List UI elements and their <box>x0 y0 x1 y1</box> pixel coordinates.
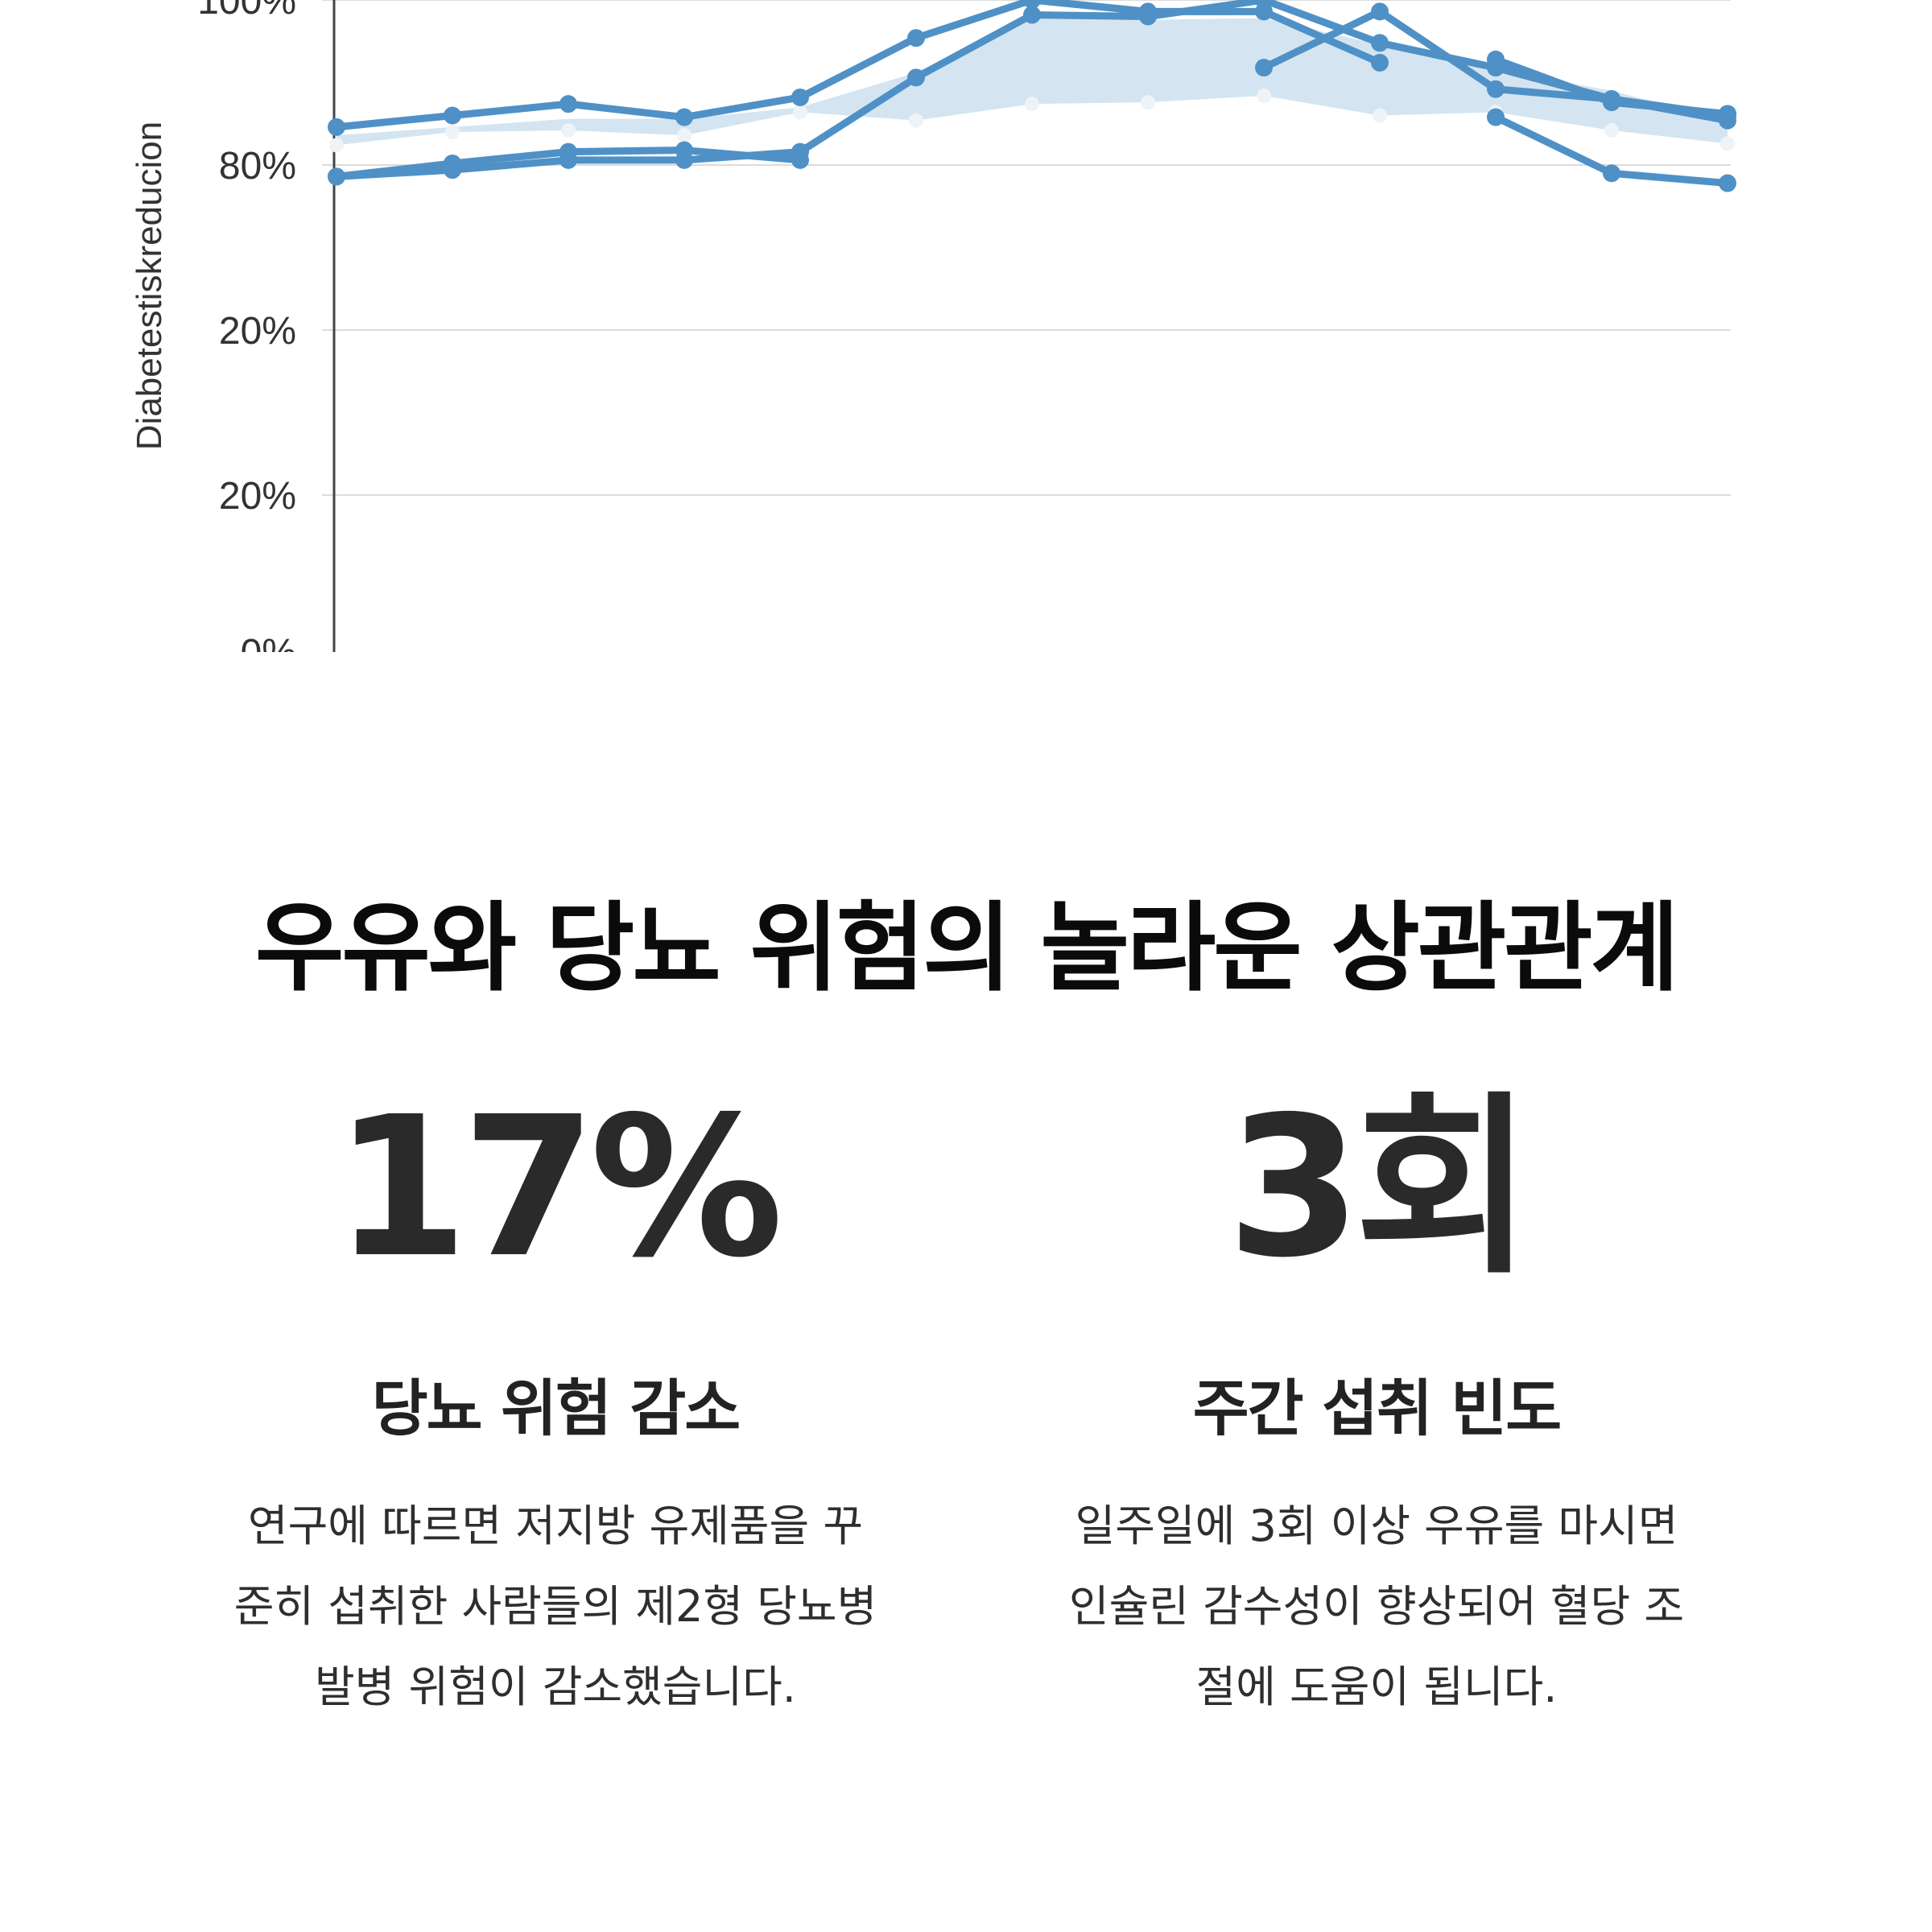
stat-label: 당뇨 위험 감소 <box>371 1373 741 1444</box>
data-point <box>1371 53 1389 72</box>
y-tick-label: 100% <box>197 0 296 23</box>
data-point <box>328 167 345 186</box>
band-point <box>1025 97 1039 112</box>
stat-risk-reduction: 17% 당뇨 위험 감소 연구에 따르면 저지방 유제품을 꾸 준히 섭취한 사… <box>161 1079 950 1728</box>
y-tick-label: 20% <box>219 475 296 518</box>
description-line: 연구에 따르면 저지방 유제품을 꾸 <box>247 1501 864 1551</box>
data-point <box>1255 59 1273 77</box>
y-axis-label: Diabetestiskreducion <box>130 122 169 450</box>
band-point <box>1373 108 1387 123</box>
diabetes-risk-chart: 100% 80% 20% 20% 0% Diabetestiskreducion <box>130 0 1736 652</box>
description-line: 준히 섭취한 사람들의 제2형 당뇨병 <box>233 1581 877 1632</box>
section-title: 우유와 당뇨 위험의 놀라운 상관관계 <box>254 893 1679 1005</box>
band-point <box>677 128 691 143</box>
data-point <box>559 95 577 114</box>
data-point <box>1487 59 1505 77</box>
data-point <box>1603 164 1620 183</box>
description-line: 발병 위험이 감소했습니다. <box>315 1662 796 1712</box>
data-point <box>1487 80 1505 98</box>
data-point <box>444 161 461 180</box>
data-point <box>907 29 925 47</box>
band-point <box>1141 95 1155 110</box>
stat-value: 3회 <box>1227 1075 1533 1300</box>
data-point <box>675 151 693 169</box>
description-line: 인슐린 감수성이 향상되어 혈당 조 <box>1068 1581 1685 1632</box>
band-point <box>561 122 576 138</box>
data-point <box>1719 111 1736 130</box>
band-point <box>1257 88 1271 103</box>
data-point <box>1371 34 1389 52</box>
data-point <box>1487 108 1505 126</box>
stat-label: 주간 섭취 빈도 <box>1192 1373 1562 1444</box>
data-point <box>1023 0 1041 9</box>
band-point <box>1604 122 1619 138</box>
band-point <box>445 125 460 139</box>
y-tick-label: 20% <box>219 310 296 353</box>
data-point <box>1603 90 1620 108</box>
band-point <box>329 138 344 153</box>
description-line: 일주일에 3회 이상 우유를 마시면 <box>1075 1501 1678 1551</box>
data-point <box>1371 2 1389 21</box>
y-tick-label: 0% <box>241 632 296 652</box>
data-point <box>559 151 577 169</box>
data-point <box>907 68 925 87</box>
data-point <box>675 108 693 126</box>
band-point <box>1720 136 1735 151</box>
band-point <box>909 113 923 128</box>
stat-description: 연구에 따르면 저지방 유제품을 꾸 준히 섭취한 사람들의 제2형 당뇨병 발… <box>161 1486 950 1728</box>
data-point <box>791 88 809 106</box>
data-point <box>1023 6 1041 24</box>
data-point <box>1255 0 1273 9</box>
band-point <box>793 105 807 120</box>
stat-weekly-frequency: 3회 주간 섭취 빈도 일주일에 3회 이상 우유를 마시면 인슐린 감수성이 … <box>982 1079 1771 1728</box>
y-tick-label: 80% <box>219 145 296 188</box>
stat-description: 일주일에 3회 이상 우유를 마시면 인슐린 감수성이 향상되어 혈당 조 절에… <box>982 1486 1771 1728</box>
data-point <box>328 118 345 136</box>
data-point <box>1719 174 1736 192</box>
data-point <box>791 142 809 161</box>
stat-value: 17% <box>333 1075 783 1300</box>
data-point <box>444 106 461 125</box>
description-line: 절에 도움이 됩니다. <box>1195 1662 1558 1712</box>
data-point <box>1139 7 1157 26</box>
